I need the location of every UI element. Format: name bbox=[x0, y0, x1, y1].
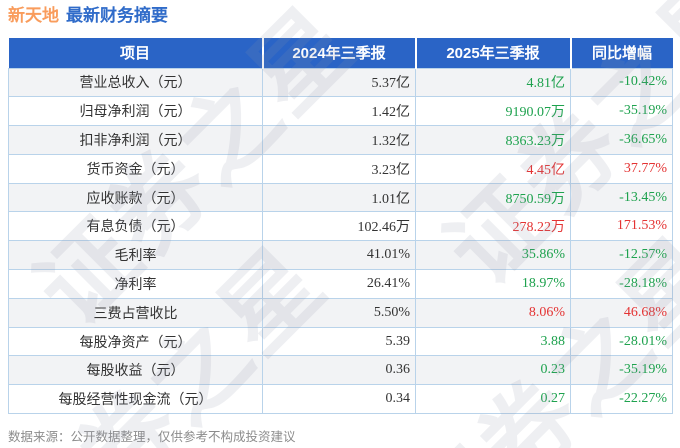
value-2024: 5.39 bbox=[262, 326, 416, 357]
yoy-change: 171.53% bbox=[570, 211, 673, 242]
yoy-change: -28.01% bbox=[570, 326, 673, 357]
value-2024: 3.23亿 bbox=[262, 153, 416, 184]
column-header-2024: 2024年三季报 bbox=[262, 38, 417, 69]
financial-summary-table: 项目 2024年三季报 2025年三季报 同比增幅 营业总收入（元） 5.37亿… bbox=[8, 38, 673, 415]
metric-label: 归母净利润（元） bbox=[8, 96, 263, 127]
metric-label: 毛利率 bbox=[8, 240, 263, 271]
value-2025: 0.27 bbox=[415, 384, 571, 415]
table-header-row: 项目 2024年三季报 2025年三季报 同比增幅 bbox=[8, 38, 673, 69]
table-row: 三费占营收比 5.50% 8.06% 46.68% bbox=[8, 297, 673, 328]
metric-label: 货币资金（元） bbox=[8, 153, 263, 184]
column-header-2025: 2025年三季报 bbox=[415, 38, 572, 69]
metric-label: 应收账款（元） bbox=[8, 182, 263, 213]
value-2025: 4.45亿 bbox=[415, 153, 571, 184]
metric-label: 营业总收入（元） bbox=[8, 67, 263, 98]
value-2025: 4.81亿 bbox=[415, 67, 571, 98]
metric-label: 每股收益（元） bbox=[8, 355, 263, 386]
value-2025: 3.88 bbox=[415, 326, 571, 357]
column-header-yoy: 同比增幅 bbox=[570, 38, 673, 69]
value-2025: 18.97% bbox=[415, 269, 571, 299]
column-header-item: 项目 bbox=[8, 38, 264, 69]
table-row: 有息负债（元） 102.46万 278.22万 171.53% bbox=[8, 211, 673, 242]
table-row: 净利率 26.41% 18.97% -28.18% bbox=[8, 269, 673, 299]
metric-label: 净利率 bbox=[8, 269, 263, 299]
table-row: 扣非净利润（元） 1.32亿 8363.23万 -36.65% bbox=[8, 125, 673, 155]
data-source-note: 数据来源：公开数据整理，仅供参考不构成投资建议 bbox=[8, 430, 296, 444]
table-row: 营业总收入（元） 5.37亿 4.81亿 -10.42% bbox=[8, 67, 673, 98]
value-2025: 35.86% bbox=[415, 240, 571, 271]
yoy-change: -35.19% bbox=[570, 96, 673, 127]
table-row: 毛利率 41.01% 35.86% -12.57% bbox=[8, 240, 673, 271]
value-2025: 8750.59万 bbox=[415, 182, 571, 213]
metric-label: 三费占营收比 bbox=[8, 297, 263, 328]
value-2024: 0.36 bbox=[262, 355, 416, 386]
value-2024: 5.37亿 bbox=[262, 67, 416, 98]
value-2024: 1.42亿 bbox=[262, 96, 416, 127]
table-row: 应收账款（元） 1.01亿 8750.59万 -13.45% bbox=[8, 182, 673, 213]
value-2025: 8.06% bbox=[415, 297, 571, 328]
value-2025: 278.22万 bbox=[415, 211, 571, 242]
yoy-change: -35.19% bbox=[570, 355, 673, 386]
value-2024: 102.46万 bbox=[262, 211, 416, 242]
table-row: 每股收益（元） 0.36 0.23 -35.19% bbox=[8, 355, 673, 386]
yoy-change: -12.57% bbox=[570, 240, 673, 271]
stock-name: 新天地 bbox=[8, 6, 59, 25]
yoy-change: -13.45% bbox=[570, 182, 673, 213]
value-2025: 9190.07万 bbox=[415, 96, 571, 127]
table-row: 货币资金（元） 3.23亿 4.45亿 37.77% bbox=[8, 153, 673, 184]
yoy-change: -28.18% bbox=[570, 269, 673, 299]
value-2024: 1.01亿 bbox=[262, 182, 416, 213]
yoy-change: 37.77% bbox=[570, 153, 673, 184]
title-suffix: 最新财务摘要 bbox=[66, 6, 168, 25]
value-2024: 41.01% bbox=[262, 240, 416, 271]
value-2024: 1.32亿 bbox=[262, 125, 416, 155]
table-row: 每股净资产（元） 5.39 3.88 -28.01% bbox=[8, 326, 673, 357]
value-2025: 0.23 bbox=[415, 355, 571, 386]
value-2025: 8363.23万 bbox=[415, 125, 571, 155]
page-title: 新天地 最新财务摘要 bbox=[8, 4, 168, 28]
yoy-change: 46.68% bbox=[570, 297, 673, 328]
yoy-change: -36.65% bbox=[570, 125, 673, 155]
metric-label: 扣非净利润（元） bbox=[8, 125, 263, 155]
yoy-change: -10.42% bbox=[570, 67, 673, 98]
metric-label: 有息负债（元） bbox=[8, 211, 263, 242]
value-2024: 5.50% bbox=[262, 297, 416, 328]
metric-label: 每股经营性现金流（元） bbox=[8, 384, 263, 415]
table-row: 归母净利润（元） 1.42亿 9190.07万 -35.19% bbox=[8, 96, 673, 127]
table-row: 每股经营性现金流（元） 0.34 0.27 -22.27% bbox=[8, 384, 673, 415]
value-2024: 26.41% bbox=[262, 269, 416, 299]
yoy-change: -22.27% bbox=[570, 384, 673, 415]
value-2024: 0.34 bbox=[262, 384, 416, 415]
metric-label: 每股净资产（元） bbox=[8, 326, 263, 357]
